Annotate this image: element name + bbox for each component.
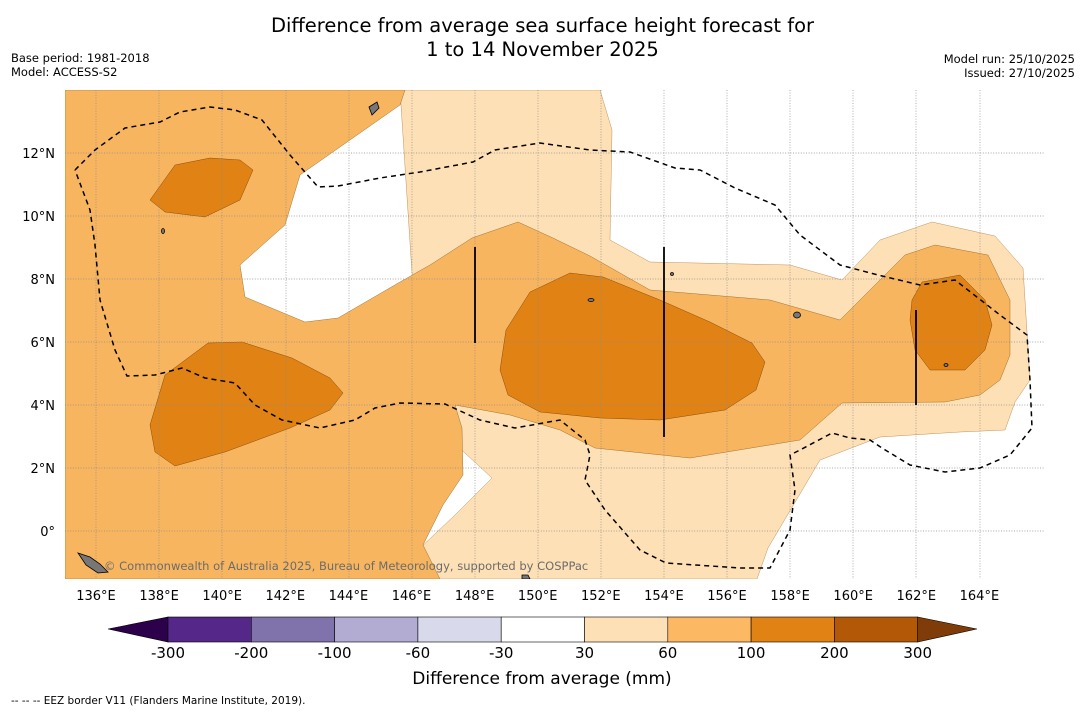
legend-color-bin [251, 616, 335, 643]
forecast-markers [474, 247, 917, 437]
lat-tick-label: 2°N [31, 462, 56, 477]
eez-border-palau [74, 106, 1033, 569]
lon-tick-label: 138°E [139, 589, 179, 604]
contour-100-200-b [149, 341, 344, 467]
lon-tick-label: 154°E [644, 589, 684, 604]
map-area: © Commonwealth of Australia 2025, Bureau… [65, 90, 1044, 579]
legend-tick: -200 [234, 644, 268, 662]
model-run-label: Model run: 25/10/2025 [943, 52, 1075, 66]
legend-color-bin [167, 616, 252, 643]
lon-tick-label: 136°E [76, 589, 116, 604]
lat-tick-label: 4°N [31, 399, 56, 414]
meta-right: Model run: 25/10/2025 Issued: 27/10/2025 [944, 52, 1075, 80]
legend-color-bin [750, 616, 835, 643]
lon-tick-label: 140°E [202, 589, 242, 604]
legend-extend-low [107, 616, 169, 643]
lon-tick-label: 162°E [897, 589, 937, 604]
legend-tick: 60 [658, 644, 677, 662]
islands [77, 101, 949, 579]
contour-100-200-c [499, 272, 766, 421]
legend-tick: -60 [406, 644, 431, 662]
legend-tick: 300 [903, 644, 932, 662]
legend-color-bin [584, 616, 669, 643]
lat-axis: 12°N 10°N 8°N 6°N 4°N 2°N 0° [22, 147, 55, 540]
lat-tick-label: 0° [40, 525, 55, 540]
lat-tick-label: 8°N [31, 273, 56, 288]
legend-color-bin [334, 616, 419, 643]
lon-tick-label: 158°E [770, 589, 810, 604]
lon-axis: 136°E 138°E 140°E 142°E 144°E 146°E 148°E 150°E… [76, 589, 999, 604]
lon-tick-label: 164°E [960, 589, 1000, 604]
legend-tick: 200 [820, 644, 849, 662]
lon-tick-label: 160°E [833, 589, 873, 604]
legend-tick: -30 [489, 644, 514, 662]
legend-colorbar [107, 616, 978, 643]
lon-tick-label: 142°E [266, 589, 306, 604]
legend-color-bin [500, 616, 585, 643]
eez-footnote: -- -- -- EEZ border V11 (Flanders Marine… [11, 695, 306, 707]
graticule [65, 90, 1044, 579]
legend-color-bin [667, 616, 752, 643]
legend-color-bin [834, 616, 919, 643]
contour-100-200-d [909, 274, 993, 371]
lon-tick-label: 144°E [329, 589, 369, 604]
meta-left: Base period: 1981-2018 Model: ACCESS-S2 [11, 51, 150, 79]
chart-title-line2: 1 to 14 November 2025 [426, 38, 659, 61]
lon-tick-label: 156°E [707, 589, 747, 604]
contour-100-200-a [149, 157, 254, 218]
chart-title: Difference from average sea surface heig… [0, 14, 1085, 62]
legend-tick-labels: -300 -200 -100 -60 -30 30 60 100 200 300 [151, 644, 932, 662]
legend-tick: 100 [737, 644, 766, 662]
model-label: Model: ACCESS-S2 [11, 65, 118, 79]
legend-color-bin [417, 616, 502, 643]
legend-extend-high [917, 616, 978, 643]
lon-tick-label: 150°E [518, 589, 558, 604]
issued-label: Issued: 27/10/2025 [964, 66, 1075, 80]
lon-tick-label: 146°E [392, 589, 432, 604]
legend-tick: -100 [318, 644, 352, 662]
legend-tick: -300 [151, 644, 185, 662]
lat-tick-label: 12°N [22, 147, 55, 162]
lon-tick-label: 152°E [581, 589, 621, 604]
lat-tick-label: 6°N [31, 336, 56, 351]
legend-tick: 30 [575, 644, 594, 662]
chart-title-line1: Difference from average sea surface heig… [270, 14, 815, 37]
legend-title: Difference from average (mm) [412, 669, 671, 689]
attribution-text: © Commonwealth of Australia 2025, Bureau… [104, 559, 588, 573]
lat-tick-label: 10°N [22, 210, 55, 225]
eez-borders [74, 106, 1033, 569]
base-period-label: Base period: 1981-2018 [11, 51, 150, 65]
lon-tick-label: 148°E [455, 589, 495, 604]
